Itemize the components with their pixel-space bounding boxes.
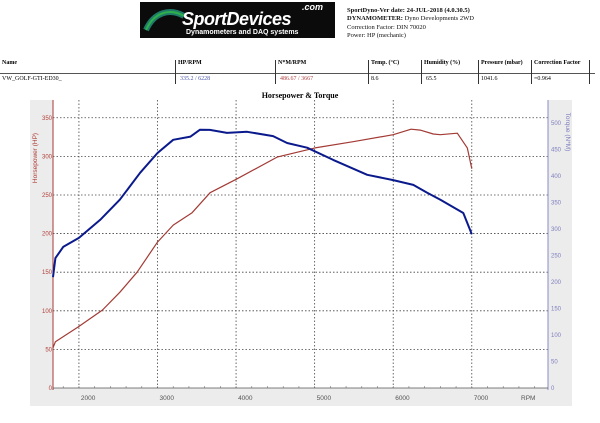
header-name: Name bbox=[2, 60, 17, 66]
x-tick-label: 7000 bbox=[474, 395, 489, 402]
header-temp: Temp. (°C) bbox=[371, 60, 400, 66]
left-tick-label: 200 bbox=[42, 232, 53, 238]
dyno-value: Dyno Developments 2WD bbox=[404, 15, 474, 23]
right-tick-label: 300 bbox=[551, 227, 562, 233]
cell-nm-rpm: 486.67 / 3667 bbox=[280, 76, 314, 82]
cell-humidity: 65.5 bbox=[426, 76, 437, 82]
swoosh-icon bbox=[143, 9, 186, 32]
table-divider bbox=[0, 73, 595, 74]
left-tick-label: 300 bbox=[42, 154, 53, 160]
results-table: Name HP/RPM N*M/RPM Temp. (°C) Humidity … bbox=[0, 60, 600, 86]
header-correction: Correction Factor bbox=[534, 60, 581, 66]
right-tick-label: 350 bbox=[551, 200, 562, 206]
left-axis-label: Horsepower (HP) bbox=[32, 133, 39, 183]
right-tick-label: 100 bbox=[551, 333, 562, 339]
version-value: 24-JUL-2018 (4.0.30.5) bbox=[406, 7, 470, 14]
x-tick-label: 5000 bbox=[317, 395, 332, 402]
logo-brand: SportDevices bbox=[182, 9, 292, 29]
right-axis-label: Torque (N*M) bbox=[564, 113, 571, 152]
header-pressure: Pressure (mbar) bbox=[481, 60, 523, 66]
sportdevices-logo: SportDevices .com Dynamometers and DAQ s… bbox=[140, 2, 335, 38]
cell-pressure: 1041.6 bbox=[481, 76, 498, 82]
x-tick-label: 3000 bbox=[160, 395, 175, 402]
right-tick-label: 450 bbox=[551, 147, 562, 153]
chart-title: Horsepower & Torque bbox=[262, 91, 339, 100]
plot-area bbox=[53, 100, 548, 388]
logo-subtitle: Dynamometers and DAQ systems bbox=[186, 29, 299, 36]
horsepower-curve bbox=[52, 128, 473, 349]
right-tick-label: 0 bbox=[551, 386, 555, 392]
right-tick-label: 500 bbox=[551, 121, 562, 127]
logo-com: .com bbox=[302, 2, 324, 12]
left-tick-label: 250 bbox=[42, 193, 53, 199]
cell-correction: =0.964 bbox=[534, 76, 551, 82]
x-tick-label: 6000 bbox=[395, 395, 410, 402]
right-tick-label: 200 bbox=[551, 280, 562, 286]
version-label: SportDyno-Ver date: bbox=[347, 7, 405, 14]
right-tick-label: 150 bbox=[551, 306, 562, 312]
left-tick-label: 100 bbox=[42, 309, 53, 315]
cell-name: VW_GOLF-GTI-ED30_ bbox=[2, 76, 62, 82]
torque-curve bbox=[52, 128, 473, 278]
cell-hp-rpm: 335.2 / 6228 bbox=[180, 76, 211, 82]
left-tick-label: 350 bbox=[42, 116, 53, 122]
cell-temp: 8.6 bbox=[371, 76, 379, 82]
run-info: SportDyno-Ver date: 24-JUL-2018 (4.0.30.… bbox=[347, 7, 474, 40]
header-nm-rpm: N*M/RPM bbox=[278, 60, 307, 66]
x-tick-label: 2000 bbox=[81, 395, 96, 402]
x-axis-label: RPM bbox=[521, 395, 535, 402]
left-tick-label: 0 bbox=[49, 386, 53, 392]
x-tick-label: 4000 bbox=[238, 395, 253, 402]
header-hp-rpm: HP/RPM bbox=[178, 60, 202, 66]
right-tick-label: 400 bbox=[551, 174, 562, 180]
correction-factor: Correction Factor: DIN 70020 bbox=[347, 23, 426, 31]
dyno-label: DYNAMOMETER: bbox=[347, 15, 403, 23]
power-type: Power: HP (mechanic) bbox=[347, 31, 406, 39]
right-tick-label: 250 bbox=[551, 253, 562, 259]
header-humidity: Humidity (%) bbox=[424, 60, 461, 66]
left-tick-label: 50 bbox=[45, 347, 52, 353]
hp-torque-chart: Horsepower & Torque Horsepower (HP) Torq… bbox=[30, 91, 572, 406]
right-tick-label: 50 bbox=[551, 359, 558, 365]
left-tick-label: 150 bbox=[42, 270, 53, 276]
